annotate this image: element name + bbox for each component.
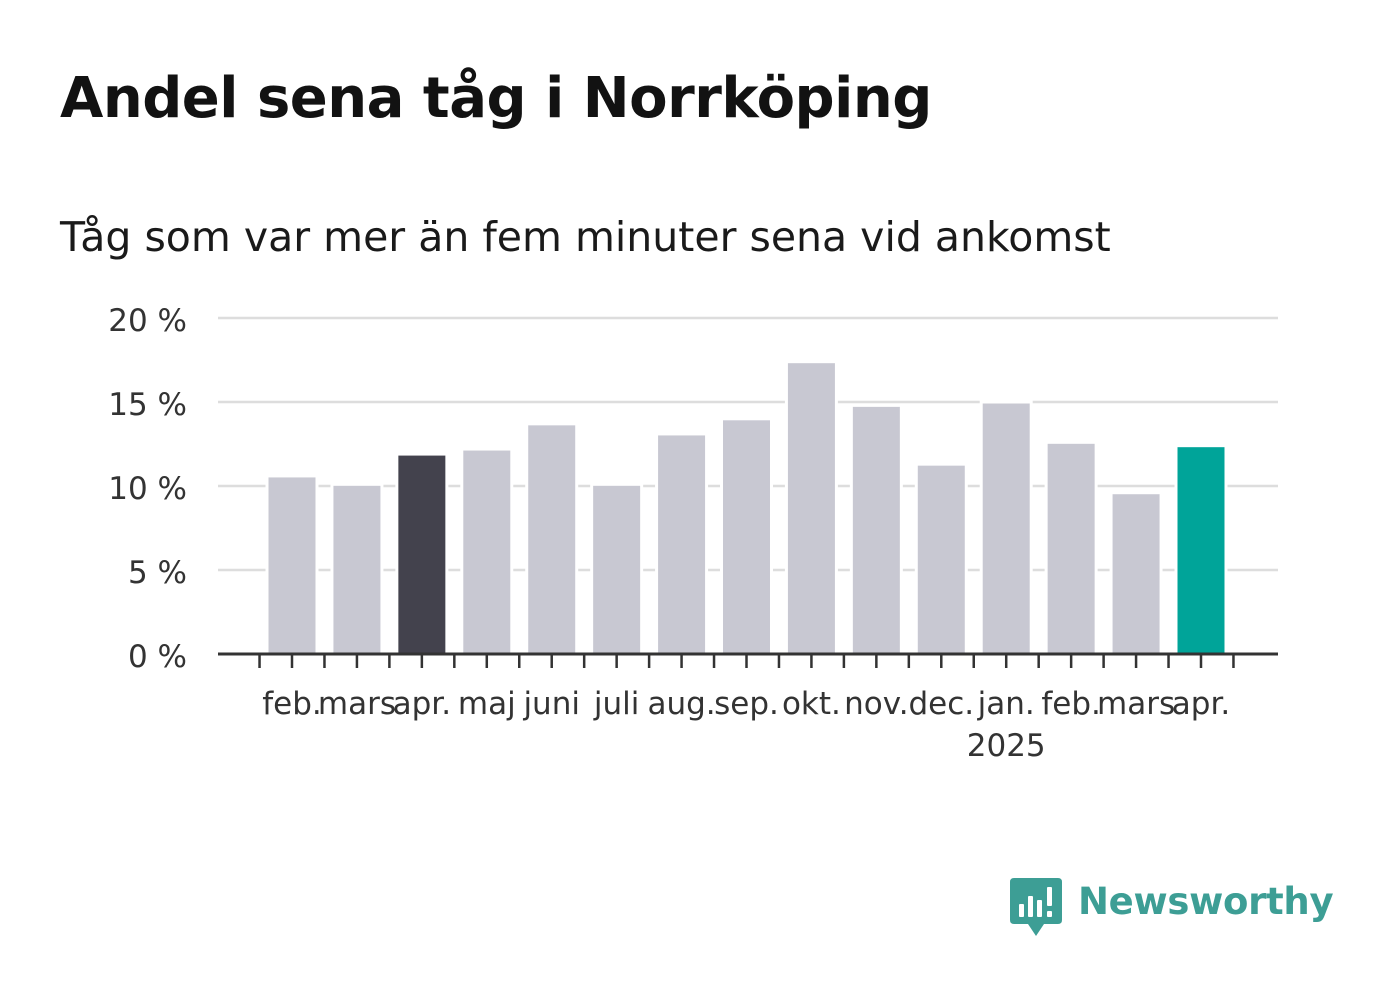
bar xyxy=(460,447,514,656)
bar xyxy=(1109,491,1163,656)
bar xyxy=(979,400,1033,656)
x-tick-label: mars xyxy=(1097,686,1175,722)
bar xyxy=(525,422,579,656)
x-tick-label: apr. xyxy=(1172,686,1230,722)
bar xyxy=(395,452,449,656)
bar xyxy=(655,432,709,656)
x-year-label: 2025 xyxy=(967,728,1046,764)
x-tick-label: apr. xyxy=(393,686,451,722)
y-tick-label: 5 % xyxy=(128,555,187,591)
bar xyxy=(720,417,773,656)
newsworthy-logo-icon xyxy=(1010,878,1062,936)
x-tick-label: nov. xyxy=(844,686,908,722)
x-tick-label: maj xyxy=(458,686,516,722)
y-tick-label: 0 % xyxy=(128,639,187,675)
newsworthy-brand: Newsworthy xyxy=(1010,878,1334,940)
bar xyxy=(265,474,319,656)
brand-name: Newsworthy xyxy=(1078,880,1334,923)
x-tick-label: jan. xyxy=(977,686,1035,722)
x-tick-label: feb. xyxy=(1041,686,1101,722)
bar xyxy=(330,482,384,656)
bar xyxy=(914,462,968,656)
x-tick-label: juni xyxy=(522,686,580,722)
y-tick-label: 20 % xyxy=(108,303,187,339)
x-tick-label: dec. xyxy=(908,686,974,722)
bar xyxy=(1044,440,1098,656)
x-tick-label: feb. xyxy=(262,686,322,722)
y-tick-label: 15 % xyxy=(108,387,187,423)
bar xyxy=(590,482,644,656)
chart-title: Andel sena tåg i Norrköping xyxy=(60,66,932,131)
x-tick-label: juli xyxy=(593,686,640,722)
x-tick-label: sep. xyxy=(714,686,779,722)
x-tick-label: mars xyxy=(318,686,396,722)
x-tick-label: aug. xyxy=(647,686,715,722)
bar xyxy=(849,403,903,656)
chart-subtitle: Tåg som var mer än fem minuter sena vid … xyxy=(60,213,1111,261)
x-tick-label: okt. xyxy=(782,686,841,722)
bar xyxy=(784,360,838,656)
y-tick-label: 10 % xyxy=(108,471,187,507)
bar xyxy=(1174,444,1228,656)
